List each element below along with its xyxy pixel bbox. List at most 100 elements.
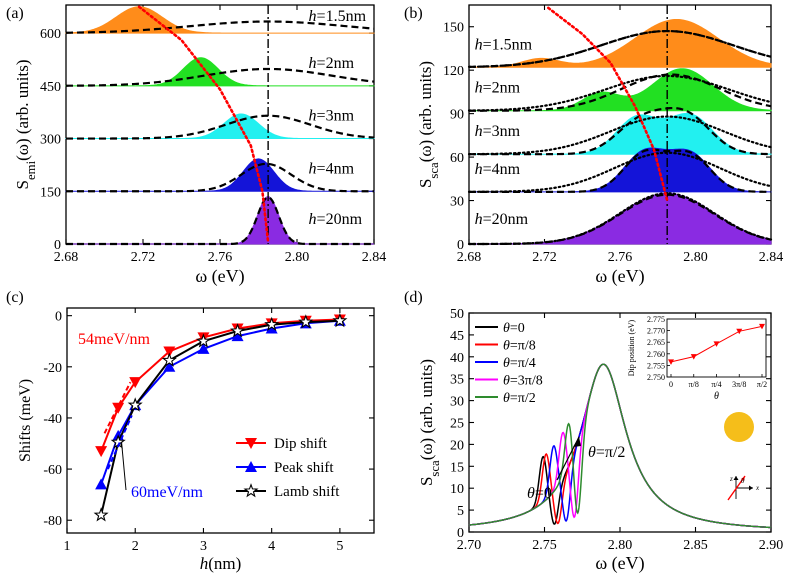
label-var: θ bbox=[503, 339, 510, 354]
series-label: h=20nm bbox=[309, 211, 363, 228]
x-axis-label: h(nm) bbox=[200, 554, 242, 573]
x-label-var: h bbox=[200, 554, 209, 573]
y-tick-label: 60 bbox=[450, 151, 464, 166]
filled-spectrum bbox=[65, 6, 375, 34]
dipole-head bbox=[741, 476, 745, 481]
y-axis-label: Ssca(ω) (arb. units) bbox=[417, 359, 442, 486]
x-axis-label: ω (eV) bbox=[595, 553, 644, 574]
inset-y-tick-label: 2.750 bbox=[647, 373, 665, 382]
annotation-dip-slope: 54meV/nm bbox=[78, 331, 151, 348]
dip-marker bbox=[129, 377, 142, 389]
inset-x-tick-label: 3π/8 bbox=[732, 380, 746, 389]
dashed-spectrum bbox=[66, 196, 374, 246]
label-var: h bbox=[309, 211, 317, 228]
label-val: =4nm bbox=[483, 161, 521, 178]
dotted-spectrum bbox=[467, 151, 773, 193]
panel-label: (d) bbox=[404, 289, 423, 306]
label-val: =3nm bbox=[317, 108, 355, 125]
plot-frame bbox=[66, 307, 375, 534]
legend-label: θ=3π/8 bbox=[503, 374, 543, 389]
lamb-marker bbox=[161, 352, 177, 367]
label-val: =0 bbox=[510, 321, 525, 336]
y-label-rest: (ω) (arb. units) bbox=[13, 60, 32, 161]
x-tick-label: 2.80 bbox=[285, 250, 310, 265]
slope-line bbox=[103, 381, 132, 434]
y-label-sub: sca bbox=[427, 162, 441, 179]
series-label: h=2nm bbox=[309, 55, 355, 72]
label-var: θ bbox=[503, 374, 510, 389]
series-label: h=2nm bbox=[475, 80, 521, 97]
x-tick-label: 2.72 bbox=[532, 250, 557, 265]
x-tick-label: 2.84 bbox=[362, 250, 387, 265]
panel-label: (b) bbox=[404, 5, 423, 22]
y-axis-label: Semi(ω) (arb. units) bbox=[13, 60, 38, 190]
theta-label: θ bbox=[741, 477, 745, 485]
dotted-spectrum bbox=[467, 29, 773, 68]
label-var: θ bbox=[527, 485, 535, 502]
particle-circle bbox=[724, 412, 754, 442]
label-val: =π/2 bbox=[596, 444, 626, 461]
series-label: h=20nm bbox=[475, 211, 529, 228]
label-var: h bbox=[309, 8, 317, 25]
x-tick-label: 2.68 bbox=[54, 250, 79, 265]
y-tick-label: 45 bbox=[450, 329, 464, 344]
x-tick-label: 2.75 bbox=[532, 538, 557, 553]
y-axis-label: Shifts (meV) bbox=[17, 379, 34, 462]
lamb-marker bbox=[298, 314, 314, 329]
label-var: θ bbox=[503, 391, 510, 406]
dashed-spectrum bbox=[469, 73, 772, 112]
annotation-pointer bbox=[121, 442, 127, 491]
x-axis-label: ω (eV) bbox=[195, 266, 244, 287]
dip-marker bbox=[163, 346, 176, 358]
z-arrow bbox=[733, 476, 739, 480]
x-tick-label: 2.80 bbox=[608, 538, 633, 553]
x-tick-label: 2.76 bbox=[608, 250, 633, 265]
dashed-spectrum bbox=[66, 114, 375, 140]
label-var: h bbox=[475, 123, 483, 140]
inset-x-tick-label: π/8 bbox=[689, 380, 699, 389]
inset-marker bbox=[668, 359, 674, 365]
dashed-spectrum bbox=[66, 162, 374, 193]
dip-marker bbox=[95, 446, 108, 458]
y-tick-label: 35 bbox=[450, 373, 464, 388]
label-var: h bbox=[475, 80, 483, 97]
y-tick-label: 450 bbox=[40, 80, 61, 95]
x-axis-label: ω (eV) bbox=[595, 266, 644, 287]
legend-label: Dip shift bbox=[274, 436, 328, 452]
y-tick-label: 0 bbox=[55, 310, 62, 325]
dashed-spectrum bbox=[65, 20, 375, 34]
lamb-marker bbox=[93, 507, 109, 522]
y-tick-label: 150 bbox=[40, 185, 61, 200]
inset-y-tick-label: 2.765 bbox=[647, 338, 665, 347]
peak-marker bbox=[231, 330, 244, 342]
legend-label: θ=π/8 bbox=[503, 339, 536, 354]
x-tick-label: 5 bbox=[336, 539, 343, 554]
y-tick-label: 0 bbox=[457, 526, 464, 541]
y-tick-label: 600 bbox=[40, 27, 61, 42]
y-tick-label: 30 bbox=[450, 395, 464, 410]
label-val: =2nm bbox=[317, 55, 355, 72]
panel-label: (a) bbox=[6, 5, 24, 22]
y-tick-label: -20 bbox=[43, 361, 62, 376]
dipole-schematic: z θ x bbox=[727, 475, 760, 501]
inset-frame bbox=[666, 318, 767, 378]
legend-label: Peak shift bbox=[274, 460, 334, 476]
label-val: =1.5nm bbox=[317, 8, 367, 25]
label-val: =π/2 bbox=[510, 391, 536, 406]
arrow-head bbox=[573, 437, 581, 447]
inset-y-tick-label: 2.770 bbox=[647, 327, 665, 336]
panel-c: 1 2 3 4 5 0 -20 -40 -60 -80 54meV/nm 60meV/nm Dip sh… bbox=[6, 289, 375, 573]
y-label-main: S bbox=[13, 180, 32, 189]
annotation-theta-max: θ=π/2 bbox=[588, 444, 625, 461]
y-tick-label: 5 bbox=[457, 504, 464, 519]
legend-marker bbox=[243, 483, 259, 498]
y-label-rest: (ω) (arb. units) bbox=[416, 61, 435, 162]
label-var: h bbox=[309, 108, 317, 125]
lamb-marker bbox=[332, 312, 348, 328]
dotted-spectrum bbox=[467, 115, 773, 156]
annotation-theta-zero: θ=0 bbox=[527, 485, 552, 502]
panel-b: 2.68 2.72 2.76 2.80 2.840306090120150h=1.5nm… bbox=[404, 4, 783, 287]
y-tick-label: -60 bbox=[43, 463, 62, 478]
x-tick-label: 3 bbox=[200, 539, 207, 554]
